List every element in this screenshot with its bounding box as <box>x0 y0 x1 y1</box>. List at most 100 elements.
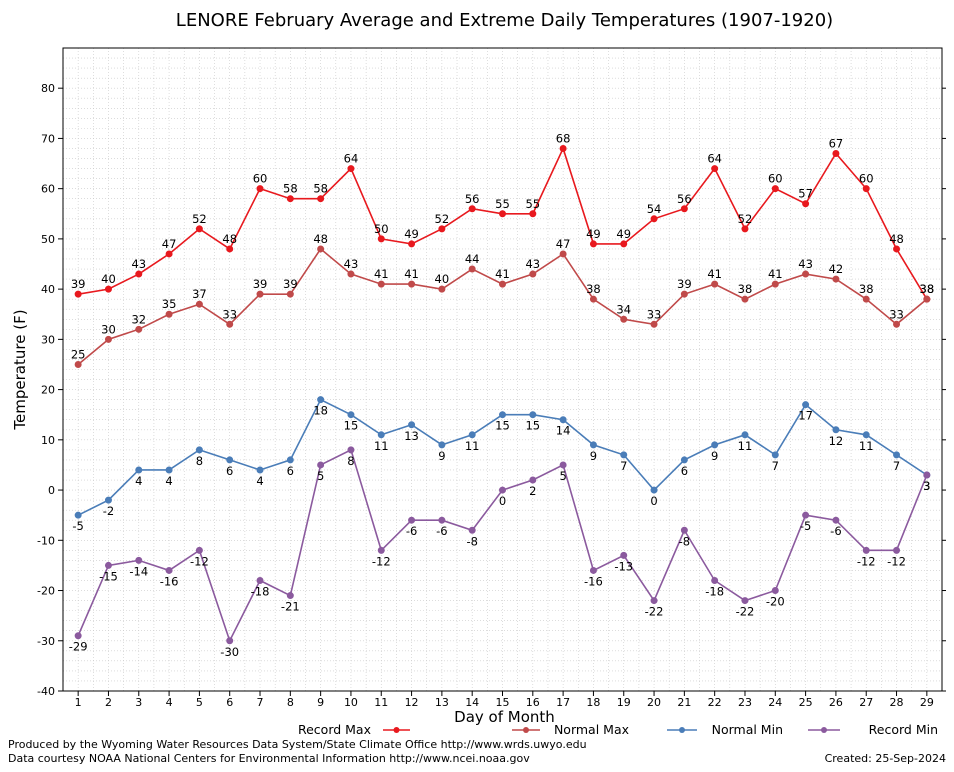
data-point-record-max <box>529 210 537 218</box>
data-point-record-min <box>317 461 325 469</box>
legend-label-normal-max: Normal Max <box>554 722 629 737</box>
data-label-normal-min: 15 <box>495 419 510 433</box>
data-label-record-max: 48 <box>889 232 904 246</box>
x-tick-label: 19 <box>617 696 631 709</box>
y-tick-label: 0 <box>48 484 55 497</box>
x-tick-label: 7 <box>257 696 264 709</box>
data-point-record-max <box>589 240 597 248</box>
data-label-record-min: -22 <box>645 605 664 619</box>
data-point-record-min <box>771 587 779 595</box>
data-point-normal-max <box>529 270 537 278</box>
data-label-normal-min: 4 <box>165 474 172 488</box>
x-tick-label: 25 <box>799 696 813 709</box>
x-tick-label: 1 <box>75 696 82 709</box>
x-tick-label: 14 <box>465 696 479 709</box>
legend-marker-record-min <box>821 727 827 733</box>
data-point-record-max <box>771 185 779 193</box>
data-label-record-min: -12 <box>190 554 209 568</box>
data-label-normal-max: 32 <box>131 312 146 326</box>
data-label-normal-min: 11 <box>374 439 389 453</box>
data-point-record-max <box>377 235 385 243</box>
data-point-normal-min <box>650 486 658 494</box>
data-label-normal-min: 9 <box>438 449 445 463</box>
data-label-record-max: 54 <box>647 202 662 216</box>
chart-title: LENORE February Average and Extreme Dail… <box>176 10 833 31</box>
data-label-record-min: -6 <box>436 524 447 538</box>
data-label-normal-min: 15 <box>525 419 540 433</box>
data-point-normal-min <box>165 466 173 474</box>
data-point-record-max <box>832 149 840 157</box>
data-point-record-max <box>256 185 264 193</box>
data-label-record-max: 43 <box>131 257 146 271</box>
data-label-normal-max: 33 <box>889 307 904 321</box>
data-point-normal-max <box>377 280 385 288</box>
data-label-normal-max: 35 <box>162 297 177 311</box>
data-label-record-min: -14 <box>129 564 148 578</box>
data-point-record-max <box>317 195 325 203</box>
legend-label-record-max: Record Max <box>298 722 371 737</box>
data-label-record-max: 58 <box>313 182 328 196</box>
data-label-normal-max: 37 <box>192 287 207 301</box>
data-point-record-max <box>862 185 870 193</box>
x-tick-label: 13 <box>435 696 449 709</box>
data-label-record-min: -12 <box>372 554 391 568</box>
data-label-normal-max: 38 <box>586 282 601 296</box>
data-point-record-min <box>923 471 931 479</box>
data-point-normal-min <box>438 441 446 449</box>
data-label-normal-max: 39 <box>677 277 692 291</box>
data-label-normal-min: 8 <box>196 454 203 468</box>
data-point-record-min <box>650 597 658 605</box>
data-label-record-max: 60 <box>253 172 268 186</box>
x-tick-label: 9 <box>317 696 324 709</box>
data-label-record-min: -5 <box>800 519 811 533</box>
x-tick-label: 5 <box>196 696 203 709</box>
data-label-record-min: -16 <box>584 574 603 588</box>
legend-label-record-min: Record Min <box>869 722 938 737</box>
data-point-normal-max <box>317 245 325 253</box>
y-tick-label: 10 <box>41 434 55 447</box>
data-point-record-min <box>589 566 597 574</box>
data-label-record-min: 5 <box>559 469 566 483</box>
data-point-normal-max <box>862 295 870 303</box>
data-label-normal-max: 38 <box>859 282 874 296</box>
data-point-record-min <box>802 511 810 519</box>
data-label-normal-max: 33 <box>222 307 237 321</box>
legend-marker-record-max <box>393 727 400 733</box>
data-point-record-max <box>620 240 628 248</box>
y-tick-label: 20 <box>41 384 55 397</box>
data-label-normal-min: 11 <box>738 439 753 453</box>
data-label-normal-min: 13 <box>404 429 419 443</box>
data-point-normal-min <box>195 446 203 454</box>
data-point-normal-min <box>377 431 385 439</box>
data-point-record-min <box>620 551 628 559</box>
data-label-normal-min: 18 <box>313 404 328 418</box>
data-label-normal-min: 0 <box>650 494 657 508</box>
data-label-record-min: 0 <box>499 494 506 508</box>
data-point-record-min <box>408 516 416 524</box>
data-point-record-min <box>893 546 901 554</box>
data-point-normal-max <box>347 270 355 278</box>
data-label-record-min: -13 <box>614 559 633 573</box>
data-label-record-min: 8 <box>347 454 354 468</box>
x-tick-label: 27 <box>859 696 873 709</box>
data-point-record-min <box>377 546 385 554</box>
data-label-record-min: 3 <box>923 479 930 493</box>
data-point-normal-min <box>771 451 779 459</box>
data-point-normal-max <box>74 360 82 368</box>
data-point-normal-max <box>408 280 416 288</box>
y-axis-label: Temperature (F) <box>11 309 29 430</box>
data-point-record-max <box>135 270 143 278</box>
x-tick-label: 3 <box>135 696 142 709</box>
data-label-record-max: 64 <box>344 152 359 166</box>
x-tick-label: 16 <box>526 696 540 709</box>
data-point-record-max <box>286 195 294 203</box>
data-point-record-max <box>408 240 416 248</box>
data-label-normal-max: 47 <box>556 237 571 251</box>
data-label-normal-max: 41 <box>404 267 419 281</box>
data-point-normal-max <box>559 250 567 258</box>
data-point-normal-min <box>529 411 537 419</box>
data-label-record-min: -18 <box>705 584 724 598</box>
data-label-normal-max: 41 <box>768 267 783 281</box>
data-point-record-min <box>741 597 749 605</box>
